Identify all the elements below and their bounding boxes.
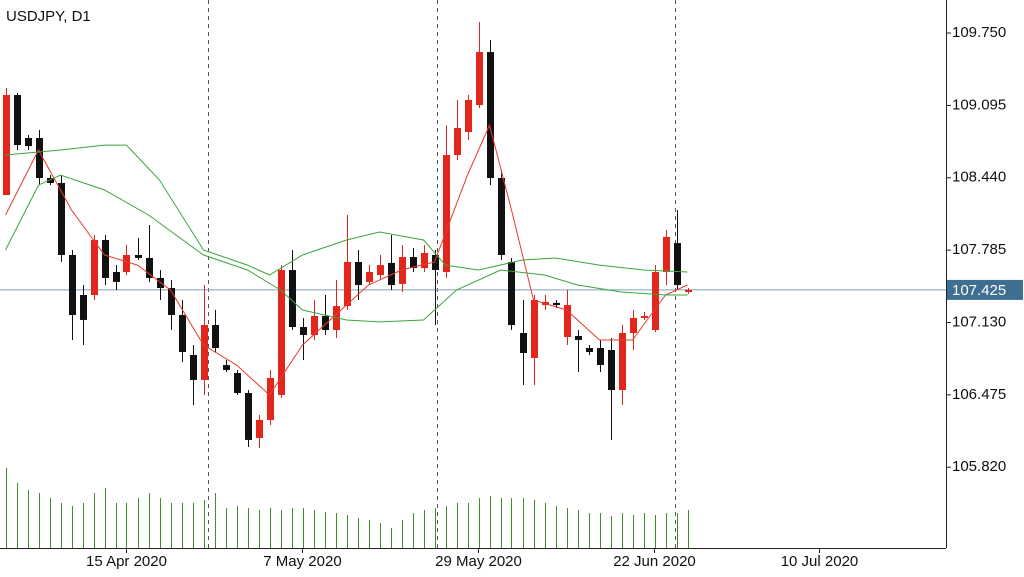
candle-body — [498, 177, 505, 255]
current-price-label: 107.425 — [952, 282, 1006, 299]
candle-body — [223, 365, 230, 371]
candle-body — [80, 294, 87, 320]
candle-body — [25, 137, 32, 147]
candle-body — [256, 419, 263, 438]
candle-body — [234, 372, 241, 393]
x-tick-label: 7 May 2020 — [263, 553, 341, 570]
y-tick-label: 105.820 — [952, 458, 1006, 475]
candle-body — [201, 325, 208, 380]
candle-body — [454, 128, 461, 156]
x-tick-label: 22 Jun 2020 — [613, 553, 696, 570]
candle-body — [663, 236, 670, 273]
candle-body — [113, 272, 120, 282]
candle-body — [91, 239, 98, 295]
candle-body — [608, 350, 615, 391]
candle-body — [300, 327, 307, 335]
candle-body — [410, 256, 417, 269]
y-tick-label: 109.095 — [952, 96, 1006, 113]
candle-body — [531, 299, 538, 358]
x-tick-label: 15 Apr 2020 — [86, 553, 167, 570]
y-tick-label: 108.440 — [952, 169, 1006, 186]
current-price-box — [947, 279, 1023, 300]
candle-body — [344, 261, 351, 307]
candle-body — [102, 239, 109, 278]
candle-body — [14, 95, 21, 146]
candle-body — [3, 95, 10, 196]
moving-average — [5, 123, 688, 396]
candle-body — [641, 315, 648, 318]
candle-body — [487, 52, 494, 178]
chart-title: USDJPY, D1 — [6, 8, 91, 25]
candle-body — [267, 377, 274, 420]
candle-body — [212, 325, 219, 349]
candle-body — [476, 52, 483, 106]
candle-body — [377, 265, 384, 275]
candle-body — [619, 332, 626, 391]
y-tick-label: 107.785 — [952, 241, 1006, 258]
candle-body — [443, 155, 450, 273]
candle-body — [685, 289, 692, 293]
candle-body — [630, 317, 637, 333]
candle-body — [135, 254, 142, 258]
candle-body — [674, 243, 681, 286]
candle-body — [168, 288, 175, 315]
candle-body — [399, 256, 406, 284]
candle-body — [355, 261, 362, 286]
candle-body — [575, 335, 582, 340]
candle-body — [652, 272, 659, 331]
candle-body — [597, 348, 604, 366]
candle-body — [322, 315, 329, 331]
candle-body — [36, 137, 43, 178]
x-tick-label: 10 Jul 2020 — [781, 553, 859, 570]
candle-body — [47, 177, 54, 183]
candle-body — [278, 270, 285, 395]
y-tick-label: 106.475 — [952, 386, 1006, 403]
candle-body — [146, 257, 153, 278]
x-tick-label: 29 May 2020 — [435, 553, 522, 570]
candle-body — [564, 305, 571, 337]
candle-body — [190, 354, 197, 380]
candle-body — [123, 254, 130, 273]
candle-body — [245, 392, 252, 440]
candle-body — [465, 99, 472, 133]
candle-body — [432, 254, 439, 271]
candle-body — [586, 348, 593, 353]
candle-body — [289, 270, 296, 328]
candle-body — [421, 253, 428, 269]
y-tick-label: 107.130 — [952, 313, 1006, 330]
candle-body — [366, 272, 373, 282]
candle-body — [179, 314, 186, 353]
y-tick-label: 109.750 — [952, 24, 1006, 41]
candle-body — [311, 315, 318, 335]
candle-body — [520, 332, 527, 353]
candle-body — [69, 254, 76, 315]
moving-average — [5, 144, 688, 276]
candle-body — [508, 261, 515, 326]
candle-body — [58, 182, 65, 255]
candle-body — [553, 302, 560, 306]
moving-average — [5, 174, 688, 323]
